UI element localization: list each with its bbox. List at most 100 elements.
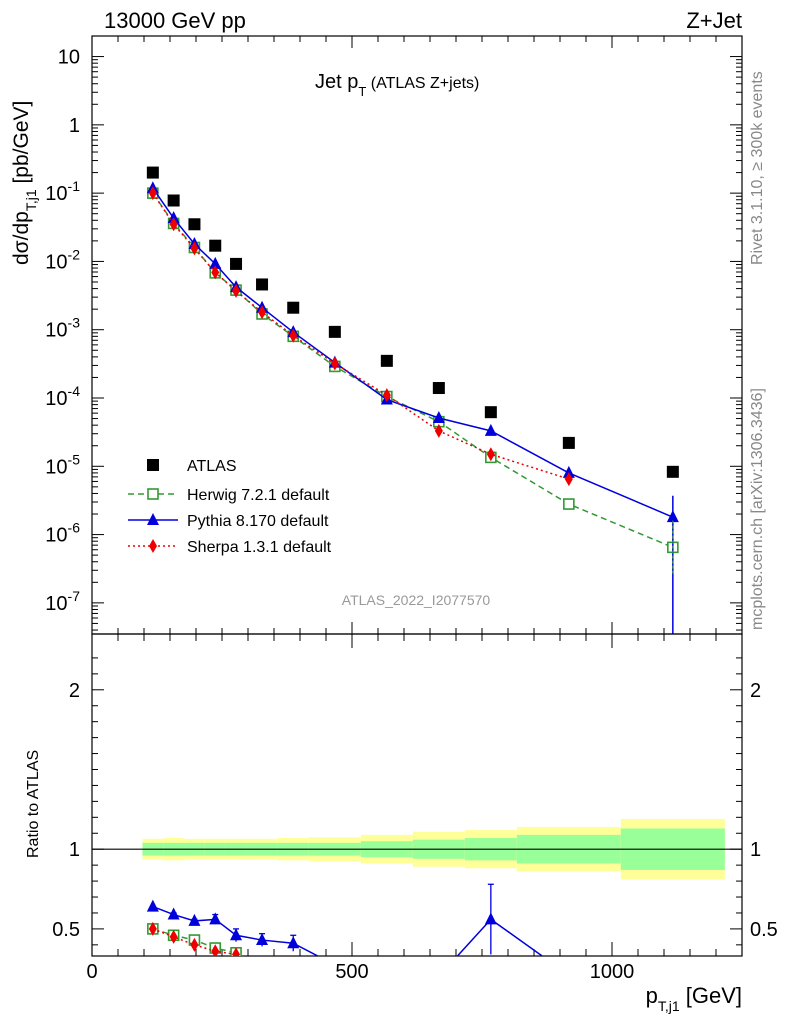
data-point	[209, 239, 222, 252]
data-point	[148, 186, 157, 201]
main-ytick-label: 10-3	[45, 315, 80, 342]
xtick-label: 0	[86, 961, 97, 983]
ratio-frame	[91, 633, 743, 957]
main-ytick-label: 10-6	[45, 520, 80, 547]
legend-marker	[147, 459, 159, 471]
collision-label: 13000 GeV pp	[104, 8, 246, 33]
main-ytick-label-exp: -2	[68, 246, 81, 262]
data-point	[167, 211, 180, 224]
data-point	[146, 166, 159, 179]
plot-title-suffix: (ATLAS Z+jets)	[366, 75, 479, 92]
plot-title-main: Jet p	[315, 71, 358, 93]
data-point	[230, 257, 243, 270]
data-point	[256, 278, 269, 291]
data-point	[562, 436, 575, 449]
legend: ATLAS Herwig 7.2.1 default Pythia 8.170 de…	[128, 458, 332, 556]
ratio-point	[484, 912, 497, 925]
legend-marker	[147, 513, 159, 525]
ratio-point	[146, 899, 159, 912]
data-point	[167, 194, 180, 207]
data-point	[666, 465, 679, 478]
xtick-label: 1000	[590, 961, 635, 983]
ratio-point	[188, 913, 201, 926]
ratio-ytick-label: 2	[69, 680, 80, 702]
main-ylabel-unit: [pb/GeV]	[10, 101, 33, 190]
ratio-ytick-label: 1	[69, 839, 80, 861]
ratio-point	[209, 912, 222, 925]
xlabel-sub: T,j1	[658, 998, 680, 1014]
data-point	[287, 301, 300, 314]
data-point	[328, 325, 341, 338]
main-ytick-label-exp: -7	[68, 588, 81, 604]
ratio-point	[256, 933, 269, 946]
ratio-ytick-label: 0.5	[52, 919, 80, 941]
main-ytick-label-exp: -4	[68, 383, 81, 399]
main-ytick-label-base: 10	[58, 47, 80, 69]
data-point	[562, 465, 575, 478]
data-point	[190, 241, 199, 256]
legend-label: ATLAS	[187, 458, 237, 475]
data-point	[209, 256, 222, 269]
data-point	[289, 328, 298, 343]
main-ytick-label: 10-2	[45, 246, 80, 273]
main-ytick-label: 10-4	[45, 383, 80, 410]
data-point	[432, 410, 445, 423]
main-ytick-label-exp: -5	[68, 451, 81, 467]
xlabel: pT,j1 [GeV]	[646, 983, 742, 1014]
legend-marker	[147, 488, 159, 500]
ratio-series-sherpa	[148, 921, 241, 956]
main-ytick-label: 10	[58, 47, 80, 69]
main-ytick-label-base: 10	[45, 320, 67, 342]
data-point	[484, 423, 497, 436]
main-ytick-label-base: 10	[45, 456, 67, 478]
main-ylabel-main: dσ/dp	[10, 211, 33, 265]
xtick-label: 500	[335, 961, 368, 983]
plot-title: Jet pT (ATLAS Z+jets)	[315, 71, 479, 99]
ratio-point	[167, 907, 180, 920]
main-ytick-label: 10-7	[45, 588, 80, 615]
main-ytick-label: 1	[69, 115, 80, 137]
data-point	[258, 305, 267, 320]
ratio-point	[190, 937, 199, 952]
data-point	[169, 217, 178, 232]
ratio-point	[211, 944, 220, 956]
ratio-point	[148, 921, 157, 936]
main-ytick-label-exp: -1	[68, 178, 81, 194]
data-point	[232, 283, 241, 298]
data-point	[563, 498, 575, 510]
ratio-series-clipped	[146, 883, 544, 956]
ratio-point	[232, 947, 241, 956]
main-ylabel-sub: T,j1	[23, 189, 39, 211]
data-point	[484, 406, 497, 419]
ratio-series-layer	[146, 883, 544, 956]
xlabel-main: p	[646, 983, 658, 1008]
data-point	[382, 388, 391, 403]
data-point	[432, 382, 445, 395]
data-point	[434, 423, 443, 438]
series-line	[152, 192, 570, 480]
data-point	[380, 354, 393, 367]
series-sherpa	[148, 186, 573, 487]
rivet-label: Rivet 3.1.10, ≥ 300k events	[749, 71, 766, 265]
series-atlas	[146, 166, 679, 478]
data-point	[330, 356, 339, 371]
ratio-uncertainty-bands	[142, 818, 725, 880]
ratio-series-pythia	[146, 883, 544, 956]
ratio-ytick-label-right: 0.5	[750, 919, 778, 941]
ratio-axes: 0.5 0.5 1 1 2 2 0 500 1000	[52, 633, 778, 983]
main-ytick-label-base: 10	[45, 251, 67, 273]
main-ytick-label-exp: -6	[68, 520, 81, 536]
main-ytick-label-exp: -3	[68, 315, 81, 331]
ratio-ytick-label-right: 2	[750, 680, 761, 702]
mcplots-label: mcplots.cern.ch [arXiv:1306.3436]	[749, 388, 766, 630]
xlabel-unit: [GeV]	[680, 983, 742, 1008]
main-ylabel: dσ/dpT,j1 [pb/GeV]	[10, 101, 39, 265]
legend-label: Pythia 8.170 default	[187, 513, 329, 530]
process-label: Z+Jet	[686, 8, 742, 33]
ratio-point	[230, 928, 243, 941]
ratio-ytick-label-right: 1	[750, 839, 761, 861]
main-series-layer	[146, 166, 679, 634]
legend-label: Sherpa 1.3.1 default	[187, 539, 332, 556]
